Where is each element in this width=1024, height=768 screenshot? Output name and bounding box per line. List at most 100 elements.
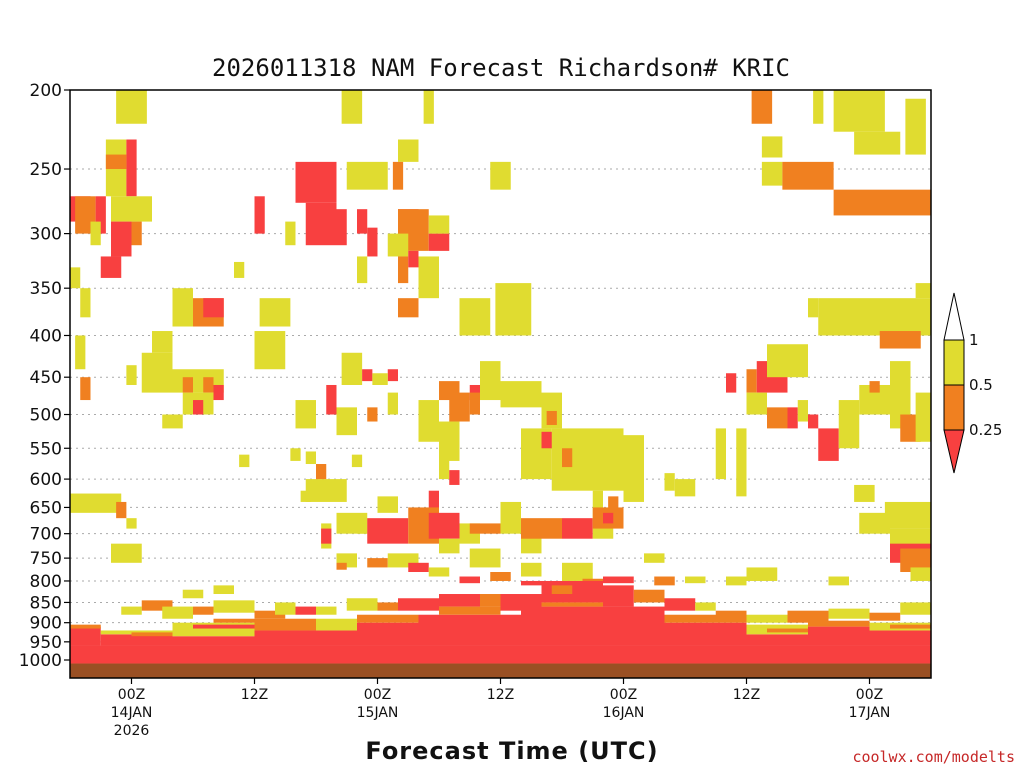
ri-cell: [70, 624, 101, 629]
ri-cell: [915, 392, 931, 442]
ri-cell: [818, 298, 931, 336]
ri-cell: [141, 352, 173, 393]
ri-cell: [141, 600, 173, 611]
ri-cell: [521, 518, 562, 539]
ri-cell: [172, 636, 255, 646]
ri-cell: [316, 464, 327, 480]
ri-cell: [80, 288, 91, 318]
ri-cell: [357, 622, 419, 646]
plot-area: [69, 89, 932, 679]
ri-cell: [387, 369, 398, 382]
x-tick-label: 00Z: [364, 687, 391, 703]
ri-cell: [398, 256, 409, 284]
ri-cell: [367, 227, 378, 257]
ri-cell: [490, 572, 511, 581]
x-tick-label: 17JAN: [849, 705, 891, 721]
ri-cell: [685, 576, 706, 584]
ri-cell: [111, 543, 142, 563]
ri-cell: [746, 369, 757, 393]
ri-cell: [500, 594, 542, 611]
ri-cell: [321, 528, 332, 544]
ground-layer: [70, 663, 931, 678]
ri-cell: [418, 614, 521, 646]
ri-cell: [95, 196, 106, 234]
x-tick-label: 15JAN: [357, 705, 399, 721]
ri-cell: [439, 538, 460, 554]
ri-cell: [833, 90, 885, 132]
ri-cell: [664, 473, 675, 491]
ri-cell: [726, 373, 737, 393]
ri-cell: [341, 90, 363, 124]
ri-cell: [546, 410, 557, 425]
ri-cell: [900, 548, 931, 573]
ri-cell: [377, 496, 398, 513]
ri-cell: [367, 518, 409, 544]
colorbar-segment-yellow: [943, 339, 965, 386]
ri-cell: [869, 612, 901, 621]
ri-cell: [915, 283, 931, 299]
ri-cell: [275, 602, 296, 615]
x-tick-label: 12Z: [487, 687, 514, 703]
ri-cell: [521, 606, 665, 646]
ri-cell: [664, 598, 696, 611]
y-tick-label: 700: [30, 525, 62, 545]
ri-cell: [111, 221, 132, 257]
ri-cell: [305, 479, 347, 502]
ri-cell: [295, 606, 316, 615]
ri-cell: [346, 598, 378, 611]
ri-cell: [346, 161, 388, 190]
ri-cell: [449, 392, 470, 422]
ri-cell: [100, 634, 173, 646]
y-tick-label: 400: [30, 326, 62, 346]
ri-cell: [367, 558, 388, 568]
x-axis-label: Forecast Time (UTC): [365, 737, 658, 765]
ri-cell: [500, 501, 521, 534]
ri-cell: [254, 331, 286, 370]
colorbar-tick-label: 0.25: [969, 421, 1002, 439]
ri-cell: [116, 90, 147, 124]
y-tick-label: 650: [30, 498, 62, 518]
ri-cell: [418, 400, 439, 442]
ri-cell: [362, 369, 373, 382]
ri-cell: [808, 620, 870, 627]
ri-cell: [767, 407, 788, 429]
ri-cell: [854, 484, 875, 502]
ri-cell: [408, 250, 419, 268]
y-tick-label: 1000: [19, 651, 62, 671]
ri-cell: [423, 90, 434, 124]
ri-cell: [100, 256, 122, 278]
ri-cell: [726, 576, 747, 586]
ri-cell: [746, 614, 788, 623]
y-tick-label: 750: [30, 549, 62, 569]
ri-cell: [828, 608, 870, 619]
ri-cell: [357, 614, 419, 623]
ri-cell: [787, 407, 798, 429]
colorbar-tick-label: 0.5: [969, 376, 993, 394]
ri-cell: [459, 576, 480, 584]
ri-cell: [121, 606, 142, 615]
ri-cell: [890, 361, 911, 429]
ri-cell: [654, 576, 675, 586]
y-tick-label: 450: [30, 368, 62, 388]
ri-cell: [746, 634, 808, 646]
ri-cell: [75, 335, 86, 370]
y-tick-label: 250: [30, 160, 62, 180]
ri-cell: [869, 381, 880, 393]
x-tick-label: 16JAN: [603, 705, 645, 721]
ri-cell: [254, 196, 265, 234]
ri-cell: [126, 365, 137, 385]
ri-cell: [326, 384, 337, 415]
ri-cell: [367, 407, 378, 422]
ri-cell: [387, 233, 409, 257]
ri-cell: [418, 256, 439, 299]
ri-cell: [290, 448, 301, 461]
ri-cell: [736, 428, 747, 497]
ri-cell: [357, 256, 368, 284]
ri-cell: [428, 233, 450, 251]
ri-cell: [761, 136, 783, 158]
ri-cell: [305, 451, 316, 465]
ri-cell: [439, 606, 501, 615]
ri-cell: [761, 161, 783, 186]
ri-cell: [859, 512, 890, 534]
ri-cell: [254, 618, 316, 631]
